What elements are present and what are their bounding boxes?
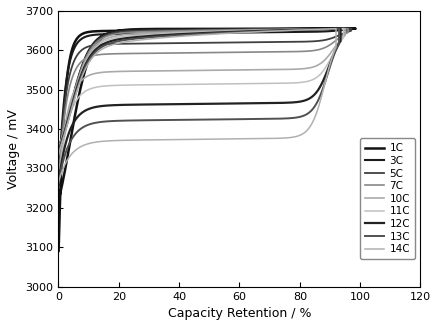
Line: 1C: 1C [59, 28, 356, 251]
14C [113, 139, 118, 143]
X-axis label: Capacity Retention / %: Capacity Retention / % [168, 307, 311, 320]
5C [116, 42, 121, 46]
3C [294, 30, 299, 34]
11C [56, 148, 61, 152]
Line: 5C: 5C [59, 29, 351, 183]
11C [56, 180, 61, 184]
5C [174, 28, 179, 32]
13C [231, 30, 237, 34]
11C [114, 83, 120, 87]
13C [56, 180, 61, 184]
14C [230, 31, 235, 35]
12C [56, 180, 61, 184]
5C [239, 27, 244, 31]
Line: 12C: 12C [59, 29, 341, 182]
7C [115, 52, 120, 56]
5C [314, 39, 319, 43]
3C [315, 30, 321, 34]
3C [56, 183, 61, 187]
1C [56, 198, 61, 202]
13C [56, 151, 61, 155]
5C [56, 146, 61, 150]
13C [113, 119, 119, 123]
14C [333, 27, 339, 31]
Line: 11C: 11C [59, 29, 343, 182]
13C [336, 27, 342, 31]
11C [234, 29, 240, 33]
14C [178, 34, 183, 38]
7C [290, 50, 296, 54]
7C [183, 29, 188, 33]
Y-axis label: Voltage / mV: Voltage / mV [7, 109, 20, 189]
1C [297, 27, 302, 31]
1C [176, 27, 181, 31]
10C [56, 147, 61, 151]
11C [287, 81, 292, 85]
Line: 7C: 7C [59, 29, 348, 182]
3C [185, 27, 190, 31]
14C [281, 136, 286, 140]
13C [283, 116, 288, 120]
7C [311, 49, 317, 53]
10C [115, 70, 120, 74]
1C [117, 29, 122, 33]
14C [300, 131, 306, 135]
12C [338, 27, 343, 31]
5C [293, 40, 298, 44]
13C [179, 33, 184, 37]
14C [168, 35, 173, 39]
5C [56, 181, 61, 185]
Line: 14C: 14C [59, 29, 336, 182]
10C [343, 27, 348, 31]
Line: 10C: 10C [59, 29, 345, 182]
10C [288, 67, 293, 71]
14C [56, 153, 61, 157]
12C [113, 103, 119, 107]
5C [349, 27, 354, 31]
1C [242, 27, 247, 31]
12C [304, 98, 310, 102]
11C [181, 31, 186, 35]
7C [173, 29, 178, 33]
10C [182, 30, 187, 34]
12C [170, 33, 175, 37]
13C [169, 34, 174, 38]
3C [350, 27, 355, 31]
5C [184, 28, 190, 32]
10C [171, 30, 177, 34]
12C [284, 101, 290, 105]
10C [309, 65, 314, 69]
7C [346, 27, 351, 31]
1C [318, 27, 323, 31]
3C [174, 27, 180, 31]
14C [56, 180, 61, 184]
12C [56, 150, 61, 154]
1C [334, 26, 339, 30]
7C [56, 181, 61, 184]
12C [232, 30, 237, 34]
Line: 3C: 3C [59, 29, 353, 185]
10C [235, 28, 240, 32]
1C [186, 27, 191, 31]
11C [171, 31, 176, 35]
12C [180, 32, 185, 36]
3C [56, 146, 61, 150]
10C [56, 181, 61, 184]
7C [56, 146, 61, 150]
Legend: 1C, 3C, 5C, 7C, 10C, 11C, 12C, 13C, 14C: 1C, 3C, 5C, 7C, 10C, 11C, 12C, 13C, 14C [360, 138, 415, 259]
Line: 13C: 13C [59, 29, 339, 182]
11C [307, 79, 312, 83]
13C [303, 113, 308, 117]
7C [237, 28, 242, 32]
11C [341, 27, 346, 31]
3C [240, 27, 245, 31]
3C [116, 32, 121, 36]
1C [56, 249, 61, 253]
